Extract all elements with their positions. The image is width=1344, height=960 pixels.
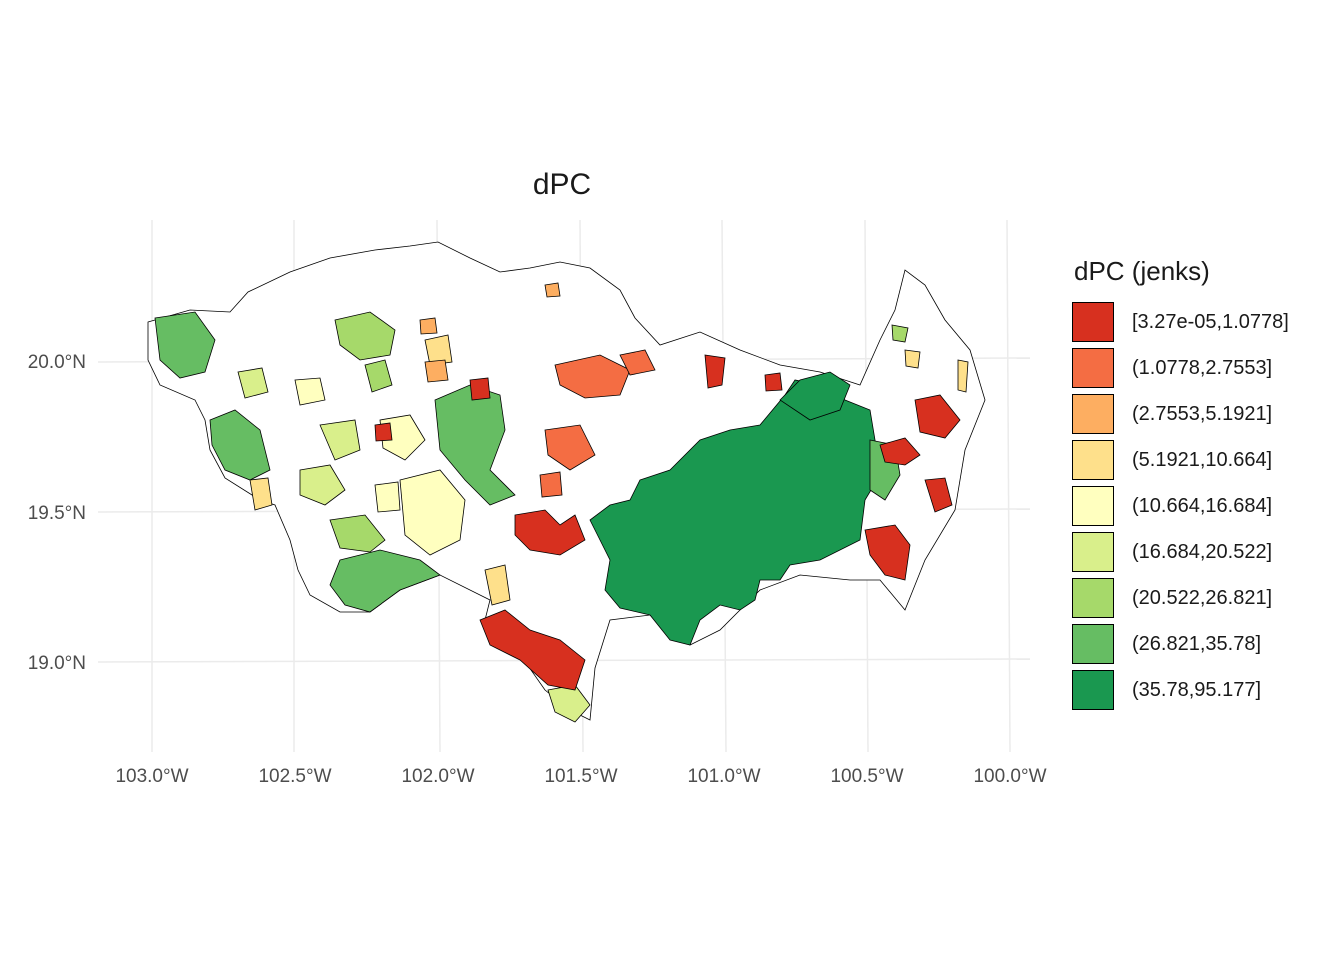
x-tick-102-5w: 102.5°W	[258, 766, 331, 787]
x-tick-100-5w: 100.5°W	[830, 766, 903, 787]
legend-label: (26.821,35.78]	[1132, 632, 1261, 655]
yellow-patch-3	[424, 334, 453, 366]
legend-swatch	[1072, 670, 1114, 710]
palegreen-patch-1	[299, 464, 346, 506]
legend-label: (35.78,95.177]	[1132, 678, 1261, 701]
redorange-patch-3	[539, 471, 563, 498]
legend-swatch	[1072, 486, 1114, 526]
x-tick-103w: 103.0°W	[115, 766, 188, 787]
class-16-684-20-522-patches	[237, 367, 591, 723]
legend-label: (5.1921,10.664]	[1132, 448, 1273, 471]
legend-title: dPC (jenks)	[1074, 256, 1210, 286]
paleyellow-patch-3	[374, 481, 401, 513]
red-patch-8	[764, 372, 783, 392]
palegreen-patch-4	[237, 367, 269, 399]
legend: dPC (jenks) [3.27e-05,1.0778] (1.0778,2.…	[1072, 256, 1332, 713]
paleyellow-patch-4	[294, 377, 326, 406]
legend-item: (10.664,16.684]	[1072, 483, 1332, 529]
class-2-7553-5-1921-patches	[419, 282, 561, 383]
red-patch-4	[924, 477, 953, 513]
redorange-patch-2	[544, 424, 596, 471]
red-patch-3	[879, 437, 921, 466]
class-1-0778-2-7553-patches	[539, 349, 656, 498]
legend-item: (20.522,26.821]	[1072, 575, 1332, 621]
x-tick-101-5w: 101.5°W	[544, 766, 617, 787]
orange-patch-2	[419, 317, 438, 335]
y-tick-19n: 19.0°N	[28, 653, 86, 674]
lightgreen-patch-3	[891, 324, 909, 343]
orange-patch-1	[424, 359, 449, 383]
red-patch-9	[469, 377, 491, 401]
paleyellow-patch-1	[399, 469, 466, 556]
legend-label: (10.664,16.684]	[1132, 494, 1273, 517]
lightgreen-patch-1	[334, 311, 396, 361]
red-patch-6	[914, 394, 961, 439]
red-patch-7	[704, 354, 726, 389]
legend-item: (1.0778,2.7553]	[1072, 345, 1332, 391]
legend-item: [3.27e-05,1.0778]	[1072, 299, 1332, 345]
core-patch-east	[589, 379, 881, 646]
red-patch-10	[374, 422, 393, 442]
yellow-patch-2	[484, 564, 511, 606]
legend-item: (5.1921,10.664]	[1072, 437, 1332, 483]
class-35-78-95-177-patches	[589, 371, 881, 646]
core-patch-north	[779, 371, 851, 421]
legend-swatch	[1072, 532, 1114, 572]
legend-label: (2.7553,5.1921]	[1132, 402, 1273, 425]
legend-swatch	[1072, 578, 1114, 618]
legend-swatch	[1072, 394, 1114, 434]
x-axis-ticks: 103.0°W 102.5°W 102.0°W 101.5°W 101.0°W …	[115, 766, 1046, 787]
legend-item: (2.7553,5.1921]	[1072, 391, 1332, 437]
legend-swatch	[1072, 302, 1114, 342]
legend-item: (35.78,95.177]	[1072, 667, 1332, 713]
orange-patch-3	[544, 282, 561, 298]
red-patch-5	[864, 524, 911, 581]
green-patch-3	[329, 549, 441, 613]
green-patch-1	[209, 409, 271, 481]
class-20-522-26-821-patches	[329, 311, 909, 553]
legend-swatch	[1072, 440, 1114, 480]
class-5-1921-10-664-patches	[249, 334, 969, 606]
map-title: dPC	[532, 168, 592, 201]
legend-label: (20.522,26.821]	[1132, 586, 1273, 609]
legend-label: [3.27e-05,1.0778]	[1132, 310, 1289, 333]
y-tick-20n: 20.0°N	[28, 352, 86, 373]
yellow-patch-4	[904, 349, 921, 369]
lightgreen-patch-4	[364, 359, 393, 393]
class-3-27e-05-1-0778-patches	[374, 354, 961, 691]
yellow-patch-1	[249, 477, 273, 511]
legend-swatch	[1072, 624, 1114, 664]
red-patch-1	[514, 509, 586, 556]
y-axis-ticks: 20.0°N 19.5°N 19.0°N	[28, 352, 86, 674]
yellow-patch-5	[957, 359, 969, 393]
lightgreen-patch-2	[329, 514, 386, 553]
legend-swatch	[1072, 348, 1114, 388]
x-tick-102w: 102.0°W	[401, 766, 474, 787]
green-patch-4	[154, 311, 216, 379]
x-tick-101w: 101.0°W	[687, 766, 760, 787]
x-tick-100w: 100.0°W	[973, 766, 1046, 787]
paleyellow-patch-2	[379, 414, 426, 461]
legend-label: (1.0778,2.7553]	[1132, 356, 1273, 379]
y-tick-19-5n: 19.5°N	[28, 503, 86, 524]
meridian-100w	[1006, 219, 1011, 753]
legend-item: (26.821,35.78]	[1072, 621, 1332, 667]
palegreen-patch-2	[319, 419, 361, 461]
redorange-patch-4	[619, 349, 656, 376]
red-patch-2	[479, 609, 586, 691]
legend-label: (16.684,20.522]	[1132, 540, 1273, 563]
legend-item: (16.684,20.522]	[1072, 529, 1332, 575]
redorange-patch-1	[554, 354, 631, 399]
class-10-664-16-684-patches	[294, 377, 466, 556]
